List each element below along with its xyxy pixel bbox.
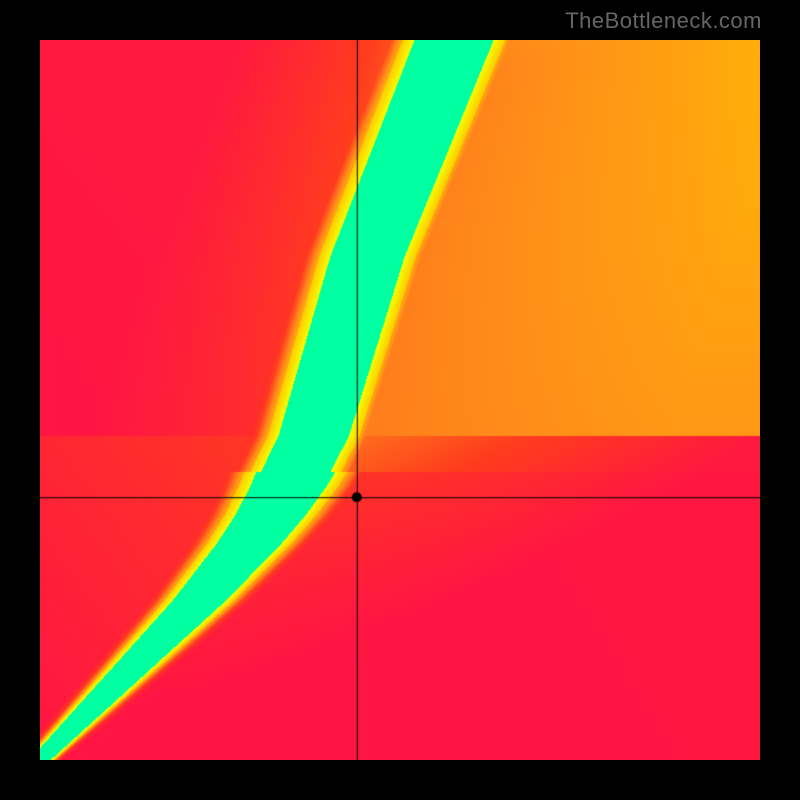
heatmap-chart (40, 40, 760, 760)
watermark-text: TheBottleneck.com (565, 8, 762, 34)
heatmap-canvas (40, 40, 760, 760)
